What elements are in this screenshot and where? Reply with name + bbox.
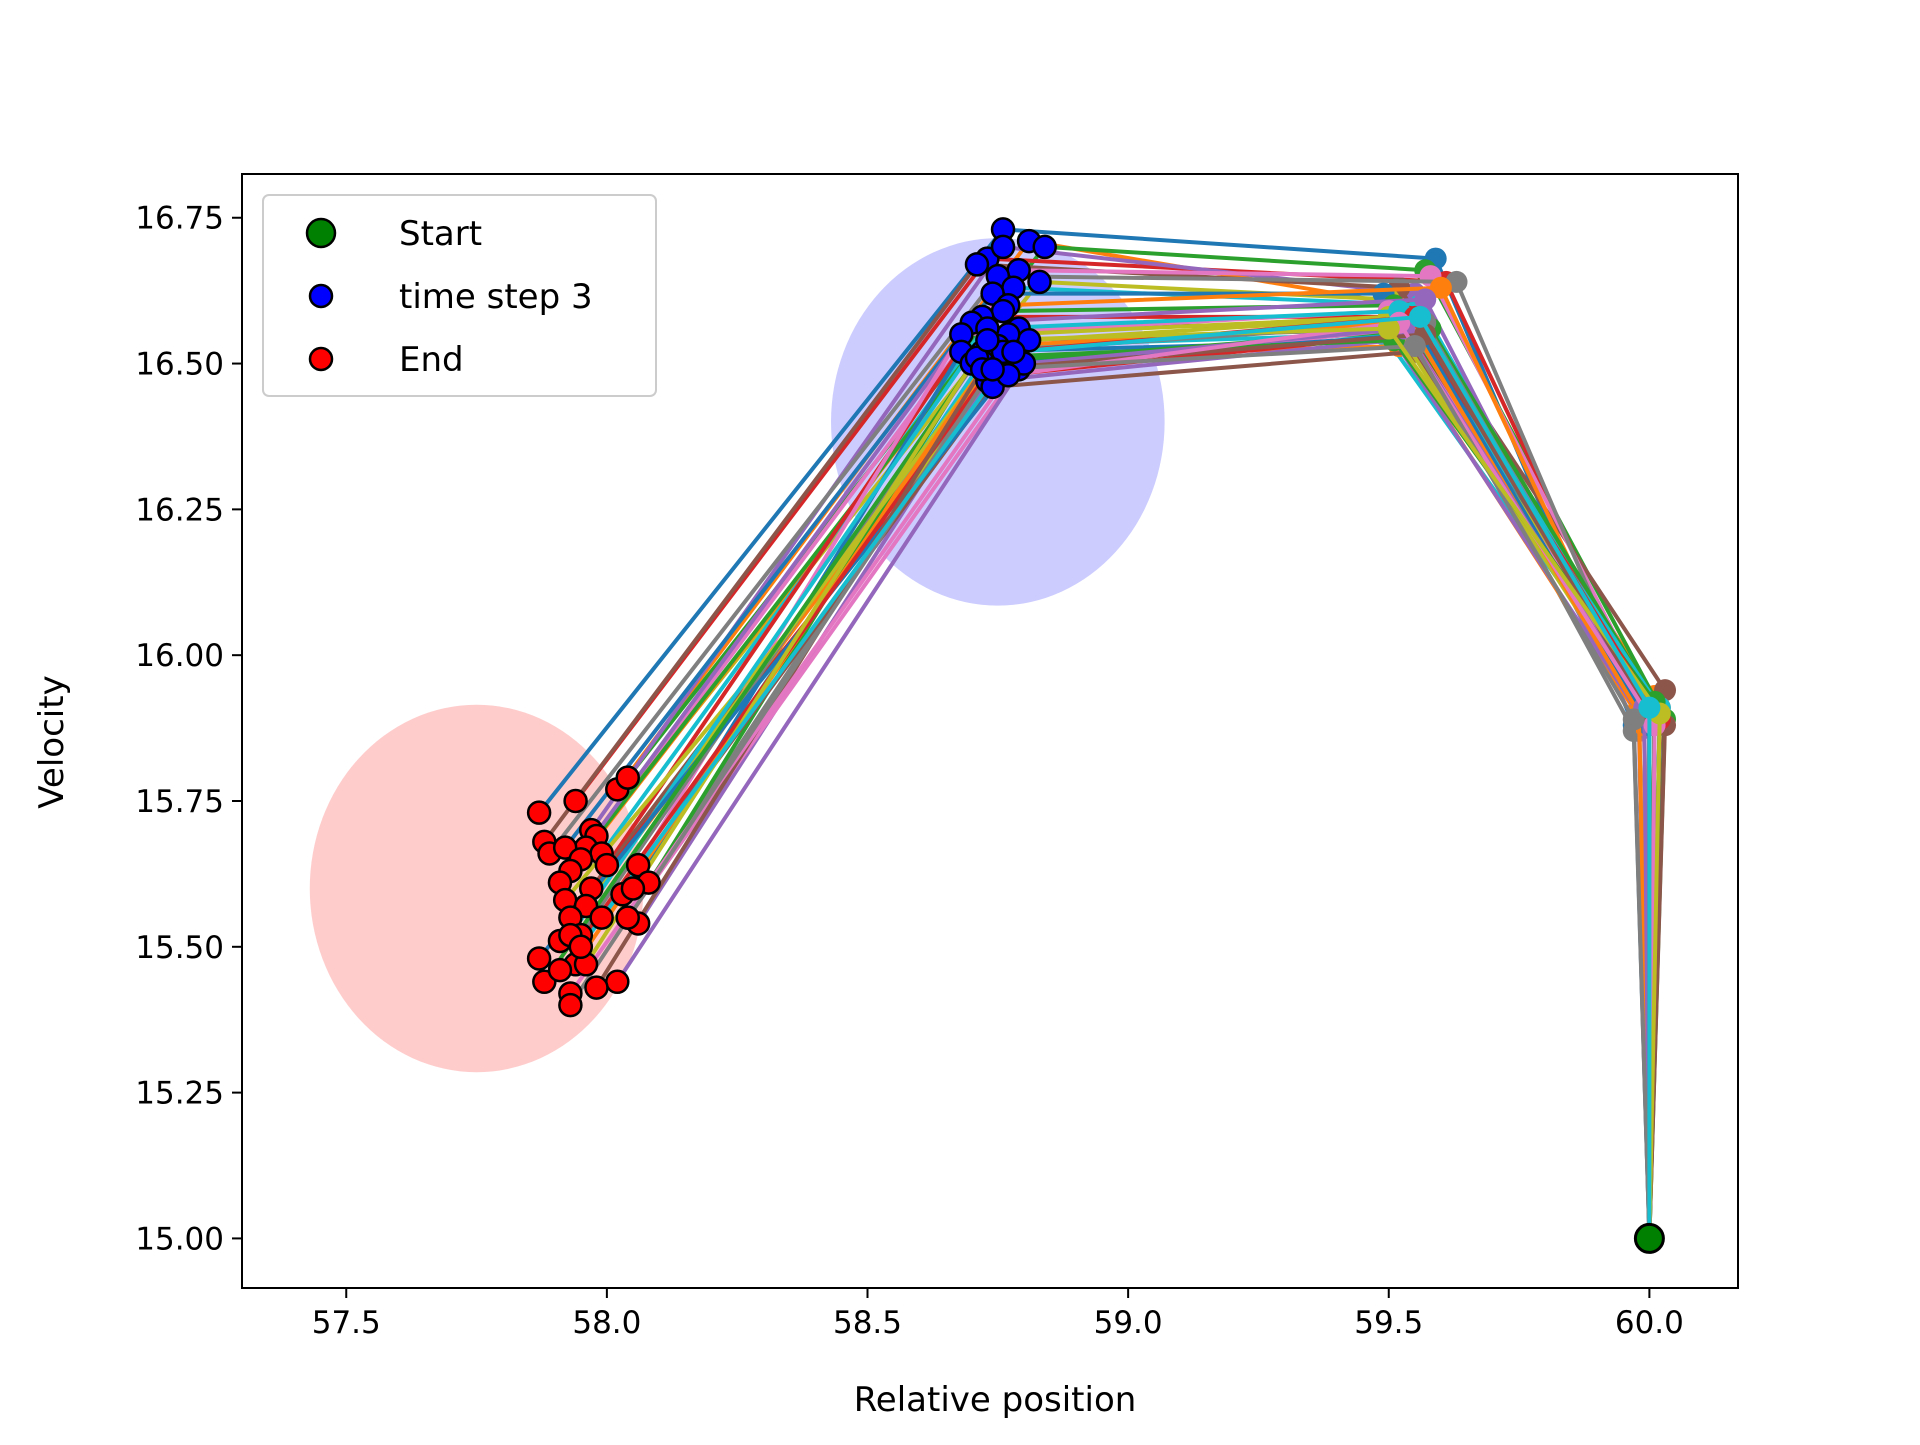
time-step-3-point [1001, 339, 1026, 365]
y-tick-label: 15.25 [135, 1076, 224, 1112]
step-1-point [1622, 708, 1645, 731]
time-step-3-point [980, 357, 1005, 382]
trajectory-39 [584, 317, 1671, 1239]
x-tick-label: 60.0 [1615, 1305, 1684, 1341]
x-tick-label: 58.5 [833, 1305, 902, 1341]
legend-box [262, 194, 657, 397]
legend: Start time step 3 End [262, 194, 657, 397]
y-axis: 15.00 15.25 15.50 15.75 16.00 16.25 16.50 16.75 [135, 201, 242, 1257]
end-point [615, 905, 640, 930]
x-tick-label: 59.5 [1354, 1305, 1423, 1341]
x-axis-label: Relative position [854, 1380, 1137, 1420]
step-2-point [1414, 288, 1437, 311]
end-point [594, 852, 620, 878]
end-point [605, 969, 630, 995]
legend-marker [305, 217, 337, 249]
y-tick-label: 16.25 [135, 492, 224, 528]
legend-item: Start [305, 214, 482, 254]
legend-item: time step 3 [308, 277, 593, 317]
point-layer [526, 217, 1665, 1254]
y-tick-label: 16.75 [135, 201, 224, 237]
legend-item: End [308, 340, 464, 380]
trajectory-40 [579, 305, 1661, 1239]
trajectory-38 [568, 335, 1652, 1239]
legend-marker [308, 346, 334, 372]
time-step-3-point [990, 298, 1016, 324]
end-point [563, 788, 588, 814]
y-tick-label: 15.75 [135, 784, 224, 820]
end-point [584, 975, 609, 1000]
trajectory-line-layer [537, 227, 1677, 1239]
end-point [526, 800, 552, 825]
y-tick-label: 16.00 [135, 638, 224, 674]
end-point [568, 934, 594, 960]
step-2-point [1409, 305, 1432, 328]
end-point [547, 957, 573, 983]
end-point [526, 946, 552, 971]
x-axis: 57.5 58.0 58.5 59.0 59.5 60.0 [312, 1288, 1684, 1341]
time-step-3-point [1032, 234, 1057, 260]
end-point [558, 992, 583, 1018]
y-tick-label: 15.00 [135, 1221, 224, 1257]
x-tick-label: 59.0 [1094, 1305, 1163, 1341]
time-step-3-point [990, 234, 1016, 260]
legend-label: time step 3 [399, 277, 593, 317]
end-point [625, 852, 651, 878]
time-step-3-point [964, 252, 990, 277]
step-2-point [1377, 317, 1400, 340]
y-axis-label: Velocity [32, 675, 72, 808]
end-point [620, 876, 646, 901]
legend-marker [308, 283, 334, 309]
x-tick-label: 57.5 [312, 1305, 381, 1341]
step-1-point [1638, 696, 1661, 719]
legend-label: End [399, 340, 464, 380]
time-step-3-point [975, 327, 1000, 353]
plot-frame [241, 173, 1739, 1289]
start-point [1633, 1222, 1665, 1254]
step-2-point [1429, 276, 1452, 299]
legend-label: Start [399, 214, 482, 254]
end-point [615, 765, 640, 790]
step-2-point [1403, 335, 1426, 358]
x-tick-label: 58.0 [572, 1305, 641, 1341]
time-step-3-point [1027, 269, 1052, 295]
y-tick-label: 15.50 [135, 930, 224, 966]
end-point [589, 905, 614, 930]
y-tick-label: 16.50 [135, 347, 224, 383]
